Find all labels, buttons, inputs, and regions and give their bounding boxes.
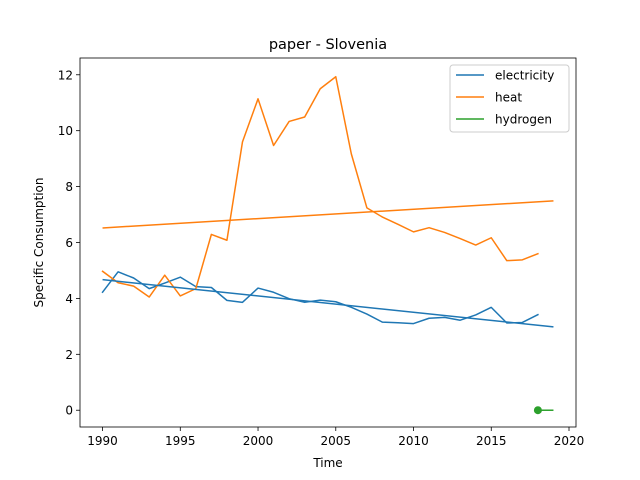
y-axis-label: Specific Consumption (32, 178, 46, 308)
x-tick-label: 2015 (476, 434, 507, 448)
x-tick-label: 1995 (165, 434, 196, 448)
chart-title: paper - Slovenia (269, 37, 387, 53)
y-tick-label: 12 (58, 68, 73, 82)
y-axis-ticks: 0 2 4 6 8 10 12 (58, 68, 80, 418)
y-tick-label: 4 (65, 292, 73, 306)
series-lines (101, 75, 554, 415)
x-tick-label: 2000 (243, 434, 274, 448)
y-tick-label: 6 (65, 236, 73, 250)
legend: electricity heat hydrogen (449, 64, 570, 133)
y-tick-label: 8 (65, 180, 73, 194)
y-tick-label: 0 (65, 404, 73, 418)
x-tick-label: 2005 (321, 434, 352, 448)
y-tick-label: 2 (65, 348, 73, 362)
legend-label-electricity: electricity (495, 69, 554, 83)
trend-line-electricity (102, 278, 554, 328)
y-tick-label: 10 (58, 124, 73, 138)
series-line-heat (101, 75, 539, 298)
trend-line-heat (102, 200, 554, 229)
x-axis-ticks: 1990 1995 2000 2005 2010 2015 2020 (87, 427, 584, 448)
x-tick-label: 1990 (87, 434, 118, 448)
x-tick-label: 2020 (554, 434, 585, 448)
x-axis-label: Time (312, 456, 342, 470)
legend-label-heat: heat (495, 91, 522, 105)
x-tick-label: 2010 (398, 434, 429, 448)
legend-frame (449, 64, 570, 133)
legend-label-hydrogen: hydrogen (495, 113, 552, 127)
